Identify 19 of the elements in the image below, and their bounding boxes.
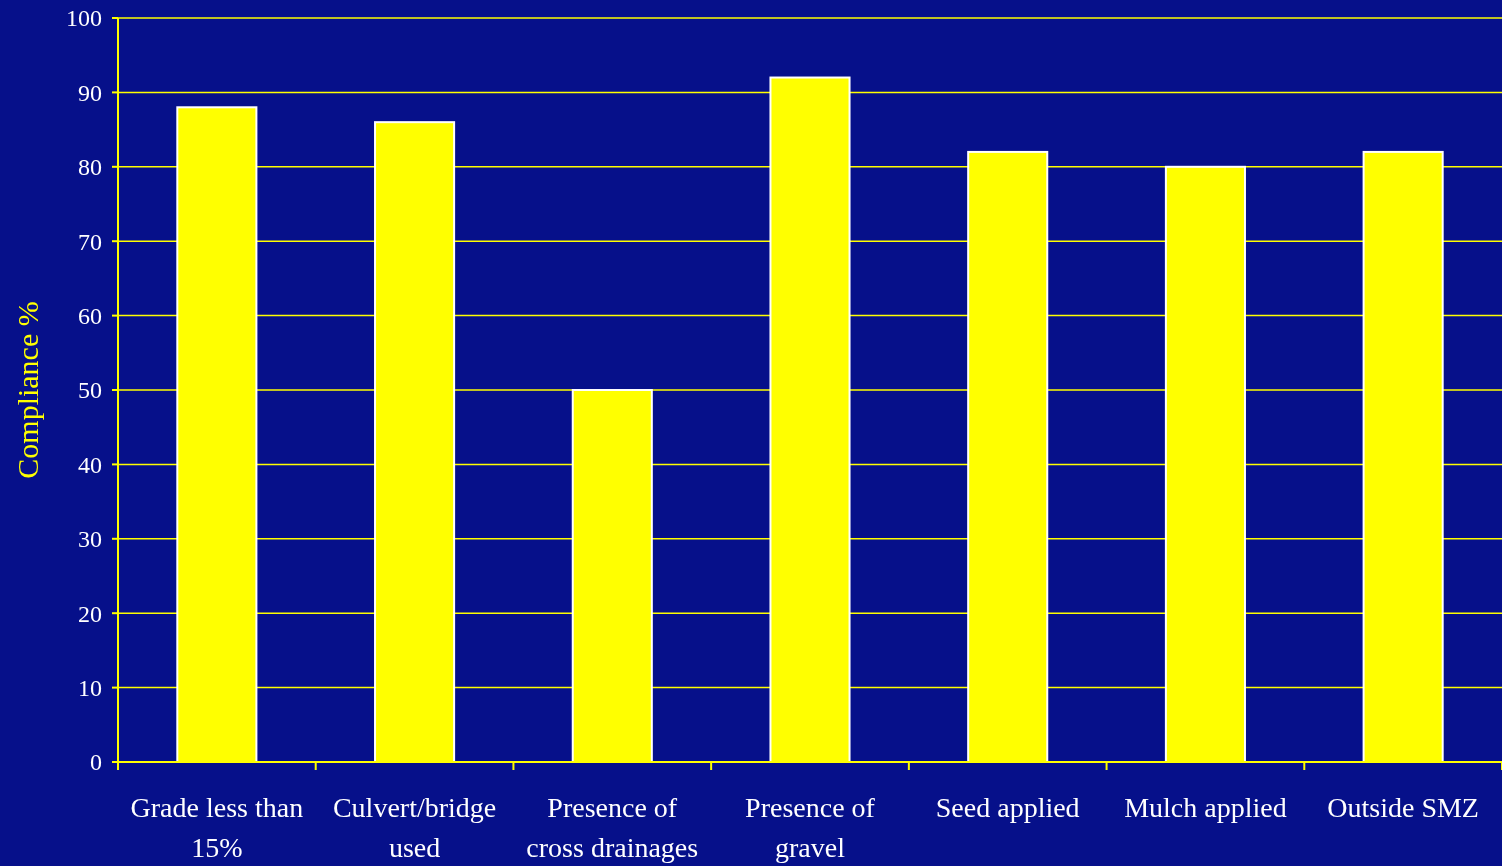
y-tick-label: 10	[78, 675, 102, 701]
y-tick-label: 20	[78, 600, 102, 627]
x-tick-label: Presence of gravel	[745, 792, 876, 863]
y-tick-label: 80	[78, 154, 102, 181]
y-tick-label: 0	[90, 749, 102, 776]
x-tick-label: Grade less than 15%	[130, 792, 304, 863]
y-tick-label: 90	[78, 79, 102, 106]
y-axis-title: Compliance %	[11, 301, 44, 479]
y-tick-label: 50	[78, 377, 102, 404]
x-tick-label: Presence of cross drainages	[526, 792, 699, 863]
y-tick-label: 40	[78, 451, 102, 478]
x-tick-label: Outside SMZ	[1327, 792, 1479, 823]
x-tick-label: Mulch applied	[1124, 792, 1287, 823]
y-tick-label: 30	[78, 526, 102, 553]
y-tick-label: 60	[78, 303, 102, 329]
y-tick-label: 70	[78, 228, 102, 255]
x-tick-label: Culvert/bridge used	[332, 792, 497, 863]
x-tick-label: Seed applied	[935, 792, 1080, 823]
y-tick-label: 100	[66, 5, 102, 32]
